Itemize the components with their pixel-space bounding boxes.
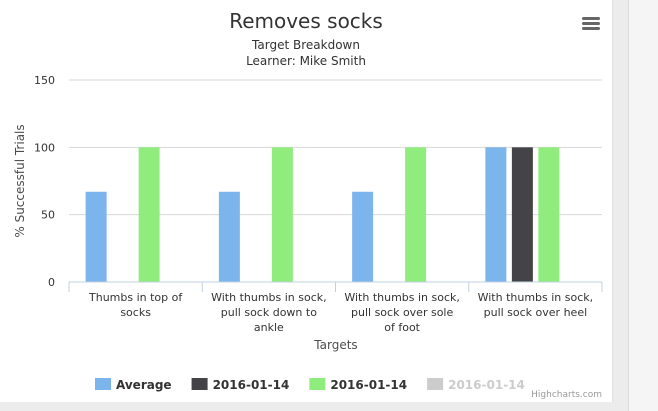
chart-title: Removes socks (229, 9, 383, 33)
chart-card: Removes socks Target Breakdown Learner: … (0, 0, 613, 402)
legend-label: 2016-01-14 (330, 378, 407, 392)
bar[interactable] (511, 147, 533, 282)
credits-link[interactable]: Highcharts.com (531, 390, 602, 400)
bar-chart: Removes socks Target Breakdown Learner: … (13, 9, 604, 400)
y-tick-label: 150 (34, 74, 55, 87)
legend-label: Average (116, 378, 172, 392)
x-category-label: With thumbs in sock, pull sock over heel (478, 291, 594, 319)
legend-swatch (309, 378, 326, 390)
x-category-label: With thumbs in sock, pull sock down to ank… (211, 291, 327, 334)
bar[interactable] (538, 147, 560, 282)
y-axis-ticks: 0 50 100 150 (34, 74, 55, 289)
legend-swatch (95, 378, 111, 390)
legend-item[interactable]: 2016-01-14 (191, 378, 290, 392)
chart-subtitle-line-1: Target Breakdown (251, 38, 360, 52)
bar[interactable] (271, 147, 293, 282)
x-category-label: With thumbs in sock, pull sock over sole o… (344, 291, 460, 334)
legend-item[interactable]: Average (95, 378, 172, 392)
bar[interactable] (352, 191, 374, 282)
x-axis: Thumbs in top of socks With thumbs in sock… (68, 281, 603, 334)
x-axis-title: Targets (313, 338, 357, 352)
bar[interactable] (218, 191, 240, 282)
legend-swatch (191, 378, 208, 390)
legend: Average 2016-01-14 2016-01-14 2016-01-14 (95, 378, 525, 392)
chart-subtitle-line-2: Learner: Mike Smith (246, 54, 366, 68)
bar[interactable] (405, 147, 427, 282)
bars (85, 147, 560, 282)
y-axis-title: % Successful Trials (13, 124, 27, 237)
legend-item[interactable]: 2016-01-14 (309, 378, 407, 392)
hamburger-menu-icon[interactable] (578, 12, 604, 36)
x-category-label: Thumbs in top of socks (88, 291, 183, 319)
legend-label: 2016-01-14 (213, 378, 290, 392)
scrollbar-track[interactable] (628, 0, 658, 411)
legend-label: 2016-01-14 (448, 378, 525, 392)
y-tick-label: 100 (34, 141, 55, 154)
y-tick-label: 0 (48, 276, 55, 289)
y-tick-label: 50 (41, 209, 55, 222)
bar[interactable] (85, 191, 107, 282)
bar[interactable] (485, 147, 507, 282)
legend-item[interactable]: 2016-01-14 (427, 378, 525, 392)
legend-swatch (427, 378, 444, 390)
bar[interactable] (138, 147, 160, 282)
